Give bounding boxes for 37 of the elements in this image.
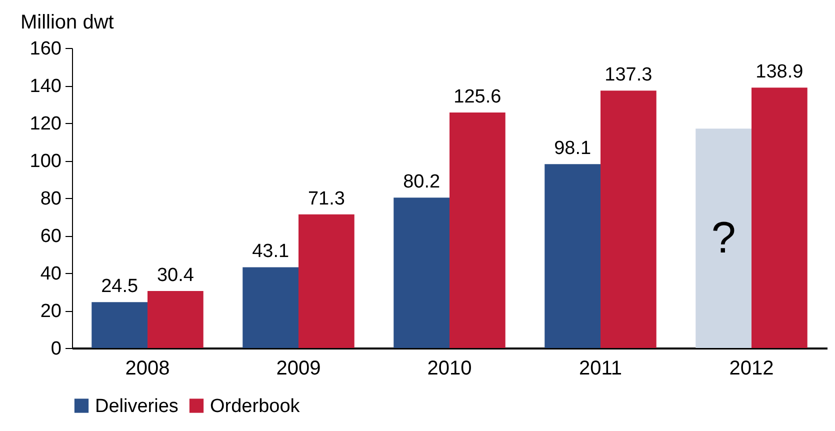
bar xyxy=(450,112,506,348)
y-tick-label: 60 xyxy=(40,226,62,247)
bar xyxy=(148,291,204,348)
data-label: 30.4 xyxy=(156,265,194,286)
bar xyxy=(752,88,808,348)
x-tick-label: 2008 xyxy=(125,358,170,380)
data-label: 43.1 xyxy=(252,241,290,262)
annotation: ? xyxy=(711,213,736,262)
x-tick-label: 2011 xyxy=(578,358,622,380)
y-tick-label: 120 xyxy=(30,114,62,134)
bar xyxy=(600,90,656,348)
bar xyxy=(394,198,450,348)
data-label: 80.2 xyxy=(403,172,440,193)
x-tick-label: 2009 xyxy=(276,358,321,380)
data-label: 138.9 xyxy=(756,62,804,83)
data-label: 24.5 xyxy=(101,276,138,298)
y-tick-label: 0 xyxy=(50,338,62,360)
y-tick-label: 100 xyxy=(30,151,62,172)
x-tick-label: 2010 xyxy=(427,358,472,380)
y-tick-label: 80 xyxy=(40,188,62,210)
data-label: 125.6 xyxy=(454,86,502,108)
y-tick-label: 20 xyxy=(40,301,62,322)
bar xyxy=(92,302,148,348)
bar xyxy=(696,128,752,348)
y-tick-label: 160 xyxy=(30,38,62,60)
legend-label: Orderbook xyxy=(210,396,300,417)
y-axis-title: Million dwt xyxy=(20,12,114,34)
bar xyxy=(544,164,600,348)
legend-label: Deliveries xyxy=(95,396,178,417)
bar xyxy=(298,214,354,348)
y-tick-label: 40 xyxy=(40,264,62,284)
data-label: 98.1 xyxy=(554,138,592,160)
data-label: 71.3 xyxy=(308,188,345,210)
x-tick-label: 2012 xyxy=(729,358,774,380)
data-label: 137.3 xyxy=(604,64,652,86)
bar xyxy=(242,267,298,348)
y-tick-label: 140 xyxy=(30,76,62,97)
